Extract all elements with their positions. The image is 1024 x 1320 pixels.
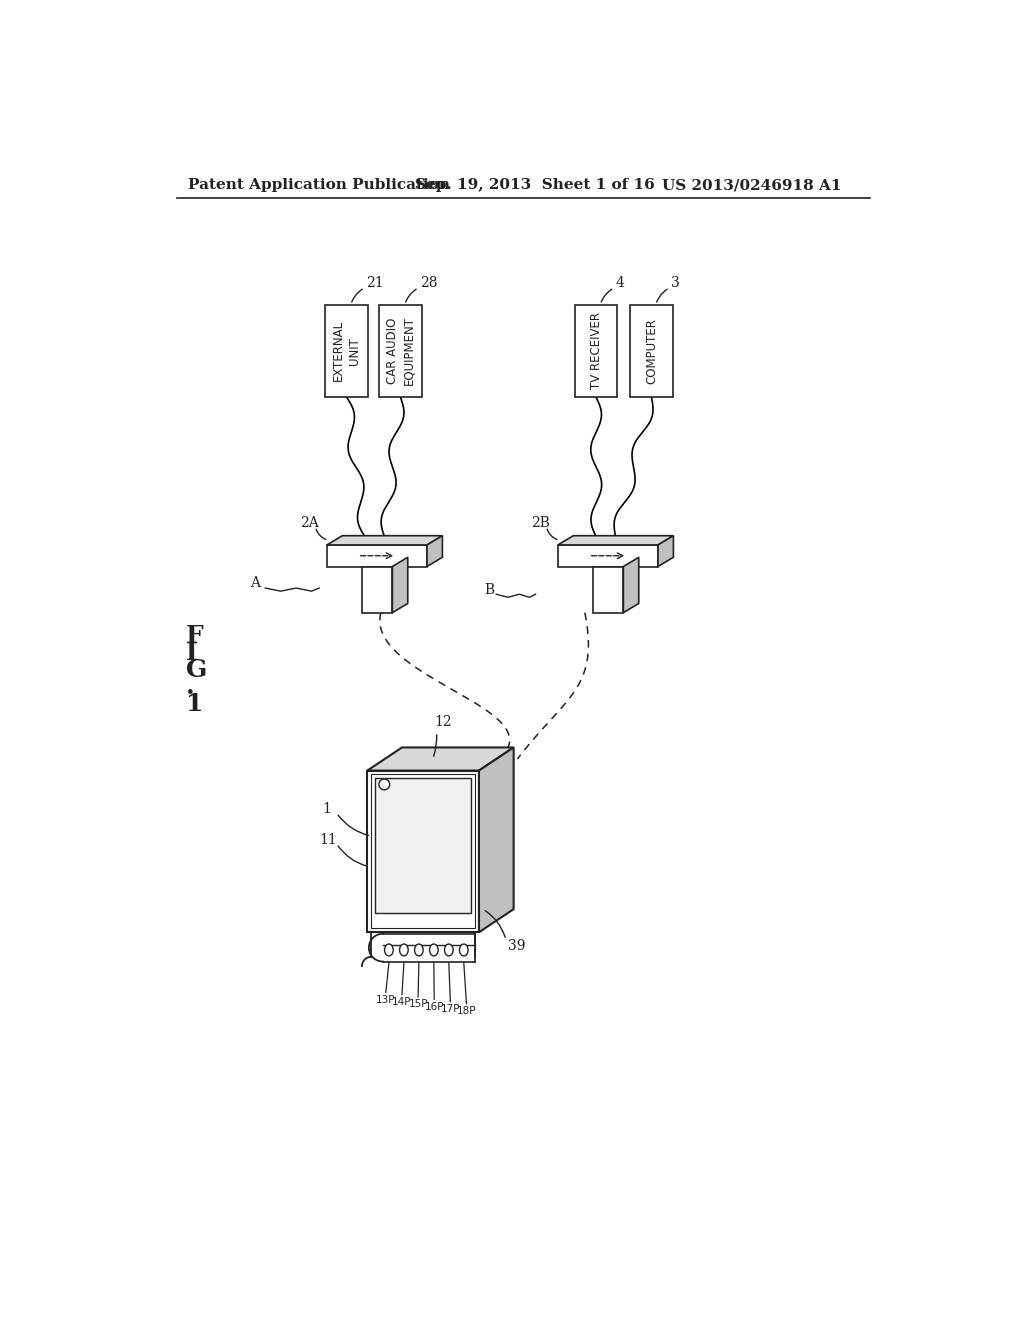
Text: 16P: 16P bbox=[425, 1002, 444, 1011]
Bar bbox=[371, 775, 475, 928]
Polygon shape bbox=[368, 771, 479, 932]
Polygon shape bbox=[427, 536, 442, 566]
Bar bbox=[631, 305, 673, 397]
Text: 3: 3 bbox=[671, 276, 680, 290]
Polygon shape bbox=[658, 536, 674, 566]
Text: 28: 28 bbox=[420, 276, 437, 290]
Bar bbox=[379, 305, 422, 397]
Text: I: I bbox=[186, 640, 198, 665]
Polygon shape bbox=[558, 545, 658, 566]
Text: 21: 21 bbox=[367, 276, 384, 290]
Ellipse shape bbox=[460, 944, 468, 956]
Polygon shape bbox=[361, 566, 392, 612]
Polygon shape bbox=[593, 566, 624, 612]
Bar bbox=[326, 305, 368, 397]
Polygon shape bbox=[392, 557, 408, 612]
Text: COMPUTER: COMPUTER bbox=[645, 318, 658, 384]
Polygon shape bbox=[327, 536, 442, 545]
Text: 2B: 2B bbox=[531, 516, 550, 531]
Ellipse shape bbox=[415, 944, 423, 956]
Text: 11: 11 bbox=[319, 833, 337, 847]
Text: 18P: 18P bbox=[457, 1006, 476, 1016]
Ellipse shape bbox=[385, 944, 393, 956]
Text: 39: 39 bbox=[508, 939, 525, 953]
Text: F: F bbox=[186, 624, 204, 648]
Text: 2A: 2A bbox=[300, 516, 318, 531]
Text: 1: 1 bbox=[186, 692, 204, 715]
Text: 12: 12 bbox=[434, 715, 452, 729]
Text: B: B bbox=[484, 582, 495, 597]
Text: 1: 1 bbox=[323, 803, 332, 816]
Text: G: G bbox=[186, 657, 208, 681]
Ellipse shape bbox=[444, 944, 454, 956]
Text: 17P: 17P bbox=[440, 1003, 460, 1014]
Polygon shape bbox=[368, 747, 514, 771]
Text: 13P: 13P bbox=[376, 995, 395, 1005]
Text: .: . bbox=[186, 675, 195, 698]
Text: Patent Application Publication: Patent Application Publication bbox=[188, 178, 451, 193]
Ellipse shape bbox=[429, 944, 438, 956]
Text: Sep. 19, 2013  Sheet 1 of 16: Sep. 19, 2013 Sheet 1 of 16 bbox=[416, 178, 655, 193]
Bar bbox=[574, 305, 617, 397]
Text: EXTERNAL
UNIT: EXTERNAL UNIT bbox=[332, 321, 361, 381]
Polygon shape bbox=[558, 536, 674, 545]
Text: A: A bbox=[250, 577, 260, 590]
Polygon shape bbox=[624, 557, 639, 612]
Text: 15P: 15P bbox=[409, 999, 428, 1010]
Text: CAR AUDIO
EQUIPMENT: CAR AUDIO EQUIPMENT bbox=[386, 317, 415, 385]
Text: US 2013/0246918 A1: US 2013/0246918 A1 bbox=[662, 178, 842, 193]
Text: TV RECEIVER: TV RECEIVER bbox=[590, 313, 602, 389]
Circle shape bbox=[379, 779, 390, 789]
Bar bbox=[375, 779, 471, 913]
Text: 14P: 14P bbox=[392, 997, 412, 1007]
Ellipse shape bbox=[399, 944, 409, 956]
Polygon shape bbox=[327, 545, 427, 566]
Polygon shape bbox=[479, 747, 514, 932]
Text: 4: 4 bbox=[615, 276, 625, 290]
